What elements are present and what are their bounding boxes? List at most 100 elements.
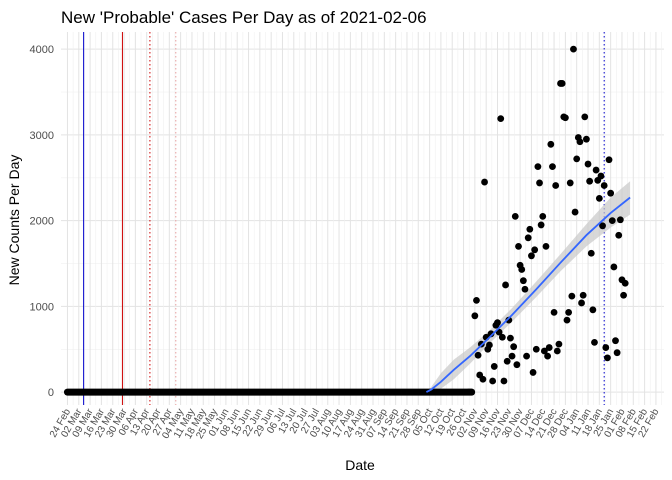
data-point [511, 212, 519, 220]
data-point [529, 369, 537, 376]
y-tick-label: 4000 [30, 44, 54, 56]
data-point [584, 160, 592, 168]
data-point [595, 194, 603, 202]
data-point [591, 339, 598, 346]
data-point [576, 138, 584, 146]
data-point [592, 166, 600, 174]
data-point [518, 266, 526, 273]
data-point [521, 285, 529, 293]
data-point [547, 140, 555, 148]
data-point [565, 308, 573, 316]
data-point [600, 182, 608, 189]
data-point [519, 277, 527, 285]
data-point [616, 216, 624, 224]
data-point [544, 352, 552, 360]
data-point [542, 242, 550, 250]
data-point [615, 231, 623, 239]
data-point [468, 388, 476, 396]
data-point [494, 319, 501, 327]
data-point [555, 340, 563, 348]
data-point [479, 375, 487, 383]
data-point [526, 225, 534, 233]
data-point [471, 312, 479, 320]
data-point [599, 222, 606, 230]
data-point [481, 178, 488, 186]
data-point [500, 377, 508, 385]
data-point [474, 351, 482, 359]
y-axis-ticks: 0 1000 2000 3000 4000 [30, 44, 54, 399]
data-point [550, 308, 558, 316]
data-point [571, 208, 579, 216]
data-point [503, 357, 511, 365]
data-point [566, 179, 574, 187]
data-point [607, 189, 615, 197]
data-point [473, 296, 480, 304]
y-tick-label: 3000 [30, 130, 54, 142]
data-point [573, 155, 581, 163]
data-point [524, 234, 532, 242]
data-point [558, 80, 566, 87]
data-point [508, 352, 516, 360]
data-point [552, 182, 560, 189]
trend-line-path [425, 196, 631, 393]
data-point [523, 352, 530, 360]
data-point [561, 114, 569, 122]
x-axis-label: Date [345, 457, 375, 473]
data-point [608, 217, 616, 225]
data-point [579, 291, 587, 299]
data-point [528, 252, 535, 260]
data-point [507, 334, 514, 342]
trend-line [425, 196, 631, 393]
data-point [531, 246, 539, 254]
data-point [489, 377, 497, 385]
data-point [498, 333, 506, 341]
confidence-band [426, 181, 631, 393]
data-point [578, 299, 585, 307]
y-tick-label: 2000 [30, 216, 54, 228]
data-point [537, 221, 545, 229]
reference-lines [83, 32, 605, 405]
data-point [534, 163, 542, 171]
data-point [510, 343, 518, 351]
data-point [545, 344, 553, 351]
y-axis-label: New Counts Per Day [6, 155, 22, 286]
data-point [490, 363, 498, 370]
data-point [570, 45, 577, 53]
data-point [540, 347, 548, 355]
data-point [602, 344, 610, 351]
data-point [610, 263, 618, 271]
data-point [581, 113, 589, 121]
data-points [63, 45, 629, 396]
data-point [589, 306, 597, 314]
data-point [563, 316, 571, 324]
data-point [612, 337, 619, 345]
data-point [621, 279, 629, 287]
chart-title: New 'Probable' Cases Per Day as of 2021-… [61, 8, 427, 27]
data-point [486, 341, 493, 349]
data-point [532, 345, 540, 353]
data-point [583, 135, 590, 143]
data-point [605, 156, 613, 164]
data-point [620, 291, 627, 299]
data-point [568, 292, 576, 300]
data-point [586, 177, 594, 185]
data-point [553, 347, 561, 355]
data-point [513, 361, 521, 369]
confidence-band-area [426, 181, 631, 393]
y-tick-label: 0 [48, 387, 54, 399]
data-point [597, 172, 605, 180]
data-point [497, 115, 505, 123]
data-point [604, 354, 611, 362]
data-point [549, 163, 556, 171]
data-point [539, 212, 547, 220]
data-point [487, 330, 495, 338]
data-point [536, 179, 543, 187]
data-point [587, 249, 595, 257]
y-tick-label: 1000 [30, 301, 54, 313]
grid [61, 32, 664, 405]
data-point [613, 349, 621, 357]
data-point [502, 281, 509, 289]
data-point [515, 242, 522, 250]
